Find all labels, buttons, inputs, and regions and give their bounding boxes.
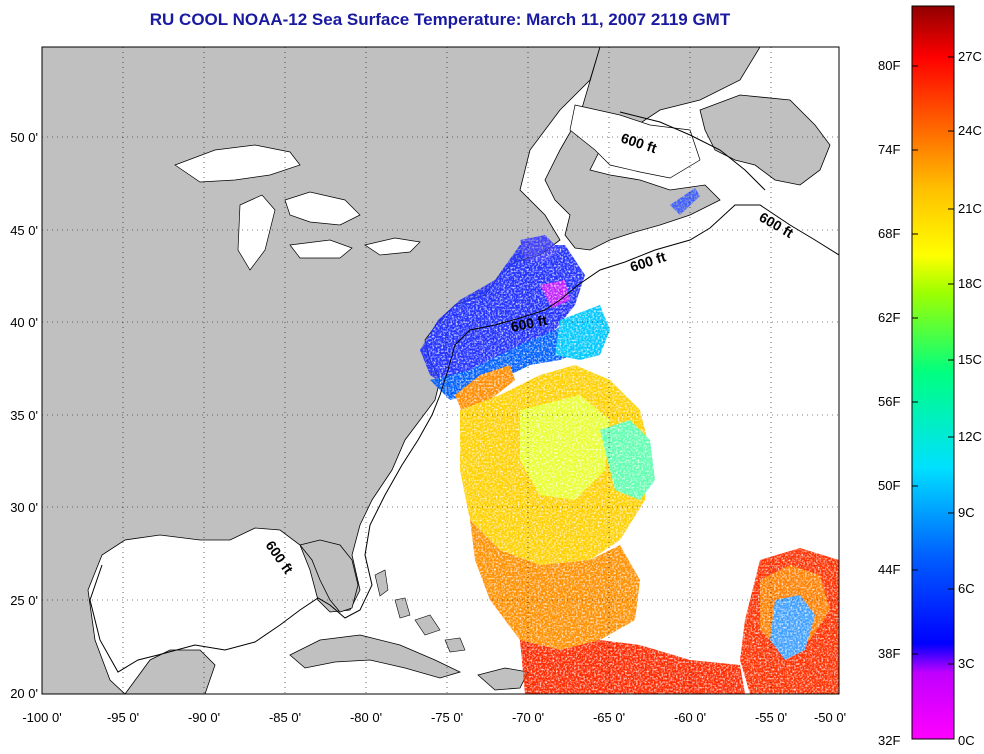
lon-tick-label: -55 0' (755, 710, 787, 725)
lon-tick-label: -70 0' (512, 710, 544, 725)
north-america-land (42, 47, 601, 694)
lon-tick-label: -60 0' (674, 710, 706, 725)
lon-tick-label: -95 0' (107, 710, 139, 725)
latitude-axis: 20 0' 25 0' 30 0' 35 0' 40 0' 45 0' 50 0… (10, 130, 38, 701)
lon-tick-label: -75 0' (431, 710, 463, 725)
colorbar-c-label: 0C (958, 733, 975, 748)
contour-label: 600 ft (509, 312, 548, 335)
colorbar-c-label: 21C (958, 201, 982, 216)
plot-frame (41, 46, 840, 695)
colorbar-f-label: 32F (878, 733, 901, 748)
colorbar-c-label: 9C (958, 505, 975, 520)
colorbar (911, 5, 955, 740)
colorbar-f-label: 68F (878, 226, 901, 241)
gulf-st-lawrence (569, 104, 701, 179)
lat-tick-label: 40 0' (10, 315, 38, 330)
colorbar-f-label: 50F (878, 478, 901, 493)
lat-tick-label: 25 0' (10, 593, 38, 608)
colorbar-f-label: 74F (878, 142, 901, 157)
lon-tick-label: -85 0' (269, 710, 301, 725)
map-title: RU COOL NOAA-12 Sea Surface Temperature:… (149, 10, 731, 29)
lon-tick-label: -100 0' (22, 710, 61, 725)
lon-tick-label: -90 0' (188, 710, 220, 725)
lat-tick-label: 20 0' (10, 686, 38, 701)
lat-tick-label: 45 0' (10, 223, 38, 238)
newfoundland-land (699, 94, 831, 186)
colorbar-c-label: 6C (958, 581, 975, 596)
lon-tick-label: -50 0' (814, 710, 846, 725)
lat-tick-label: 50 0' (10, 130, 38, 145)
colorbar-f-label: 38F (878, 646, 901, 661)
bahamas-land (374, 569, 466, 653)
colorbar-c-label: 15C (958, 352, 982, 367)
colorbar-f-label: 56F (878, 394, 901, 409)
colorbar-f-label: 62F (878, 310, 901, 325)
longitude-axis: -100 0' -95 0' -90 0' -85 0' -80 0' -75 … (22, 710, 846, 725)
colorbar-c-label: 3C (958, 656, 975, 671)
colorbar-c-label: 18C (958, 276, 982, 291)
colorbar-f-label: 80F (878, 58, 901, 73)
lon-tick-label: -80 0' (350, 710, 382, 725)
lat-tick-label: 30 0' (10, 500, 38, 515)
colorbar-c-label: 24C (958, 123, 982, 138)
cuba-land (289, 634, 462, 679)
colorbar-ticks (912, 56, 954, 665)
lat-tick-label: 35 0' (10, 408, 38, 423)
maritimes-land (544, 47, 761, 251)
colorbar-c-label: 27C (958, 49, 982, 64)
yucatan-land (124, 649, 216, 694)
great-lakes (174, 144, 421, 271)
colorbar-c-label: 12C (958, 429, 982, 444)
colorbar-f-label: 44F (878, 562, 901, 577)
contour-line (619, 111, 766, 191)
contour-line (89, 204, 839, 673)
lon-tick-label: -65 0' (593, 710, 625, 725)
florida-land (299, 539, 359, 613)
